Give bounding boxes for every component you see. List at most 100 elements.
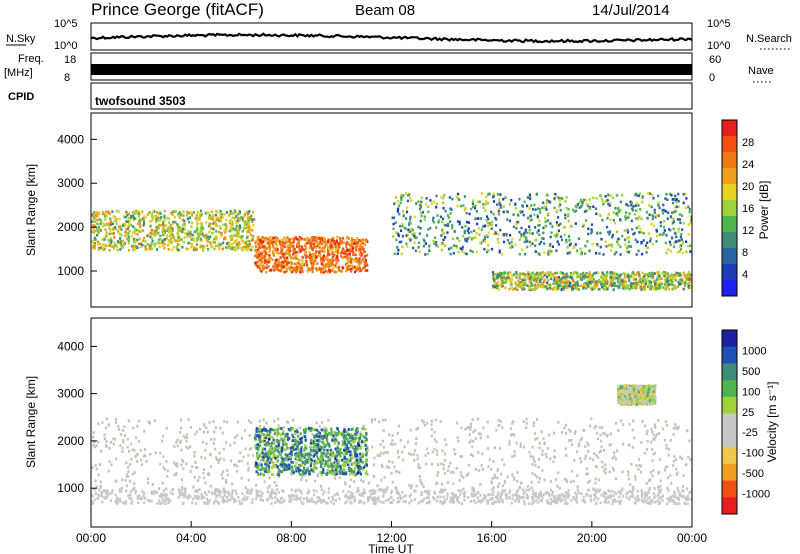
power-cell [293, 237, 296, 240]
power-cell [536, 231, 539, 234]
power-cell [463, 195, 466, 198]
power-cell [636, 281, 639, 284]
power-cell [163, 209, 166, 213]
power-cell [288, 244, 291, 247]
velocity-cell [445, 443, 448, 447]
power-cell [364, 258, 367, 262]
power-cell [208, 230, 211, 234]
power-cell [591, 278, 594, 281]
power-cell [572, 246, 575, 250]
power-cell [614, 221, 617, 225]
power-cell [172, 245, 175, 249]
power-cell [528, 228, 531, 232]
velocity-cell [335, 459, 338, 462]
velocity-cell [284, 432, 287, 436]
power-cell [171, 213, 174, 216]
velocity-cell [433, 437, 436, 441]
power-cell [515, 276, 518, 279]
power-cell [96, 240, 100, 244]
power-cell [400, 193, 403, 197]
power-cell [509, 280, 512, 283]
velocity-cell [675, 426, 678, 430]
cpid-panel-frame [90, 82, 693, 110]
noise-panel-frame [90, 22, 693, 51]
power-cell [392, 222, 395, 226]
power-cell [349, 256, 352, 259]
power-cell [170, 234, 173, 237]
power-cell [514, 203, 517, 206]
power-cell [283, 264, 286, 267]
power-cell [163, 229, 166, 232]
power-cell [487, 217, 490, 221]
power-cell [525, 237, 528, 241]
power-cell [181, 245, 184, 249]
power-cell [493, 279, 496, 282]
power-cell [509, 219, 512, 223]
power-cell [566, 281, 569, 285]
power-cell [279, 251, 282, 254]
velocity-cell [686, 429, 689, 433]
velocity-cell [653, 451, 656, 455]
velocity-cell [399, 438, 402, 442]
power-cell [228, 229, 231, 233]
power-cell [350, 242, 354, 246]
power-cell [258, 256, 261, 259]
power-cell [528, 240, 531, 244]
velocity-cell [337, 462, 340, 466]
power-cell [350, 237, 354, 240]
power-cell [171, 229, 174, 232]
power-cell [479, 217, 482, 220]
power-cell [119, 237, 122, 240]
power-cell [493, 285, 496, 289]
velocity-cell [283, 453, 286, 456]
velocity-cell [362, 424, 365, 428]
power-cell [208, 214, 211, 217]
power-cell [618, 286, 621, 290]
velocity-cell [568, 439, 571, 442]
power-cell [333, 243, 336, 246]
power-cell [111, 222, 114, 226]
velocity-cell [186, 436, 189, 439]
velocity-cell [579, 457, 582, 461]
power-cell [187, 220, 191, 224]
power-cell [553, 206, 556, 210]
velocity-cell [638, 464, 641, 467]
velocity-cell [669, 474, 672, 477]
velocity-cell [174, 463, 177, 467]
velocity-cell [204, 481, 207, 485]
velocity-cell [598, 450, 601, 454]
power-cell [256, 265, 260, 269]
power-cell [245, 236, 249, 239]
power-cell [576, 203, 579, 206]
power-cell [177, 212, 180, 215]
power-cell [656, 271, 659, 274]
velocity-cell [333, 436, 336, 440]
power-cell [334, 258, 337, 262]
velocity-cell [334, 457, 337, 460]
power-cell [162, 224, 165, 227]
power-cell [108, 223, 111, 227]
power-cell [233, 217, 236, 220]
power-cell [187, 229, 190, 233]
power-cell [200, 222, 203, 225]
velocity-cell [358, 458, 361, 462]
power-cell [609, 281, 612, 285]
velocity-cell [449, 461, 452, 465]
power-cell [475, 210, 478, 213]
power-cell [406, 206, 409, 210]
power-cell [161, 244, 164, 248]
velocity-cell [600, 439, 603, 443]
velocity-cell [287, 428, 290, 431]
power-cell [630, 203, 633, 207]
velocity-cell [326, 442, 329, 446]
power-cell [634, 273, 637, 277]
power-cell [466, 237, 469, 240]
power-cell [604, 195, 607, 198]
velocity-cell [333, 472, 336, 476]
power-cell [449, 212, 452, 215]
power-cell [96, 222, 99, 226]
velocity-cell [339, 464, 342, 468]
velocity-cell [285, 442, 288, 446]
velocity-cell [334, 447, 337, 451]
power-cell [419, 203, 422, 207]
